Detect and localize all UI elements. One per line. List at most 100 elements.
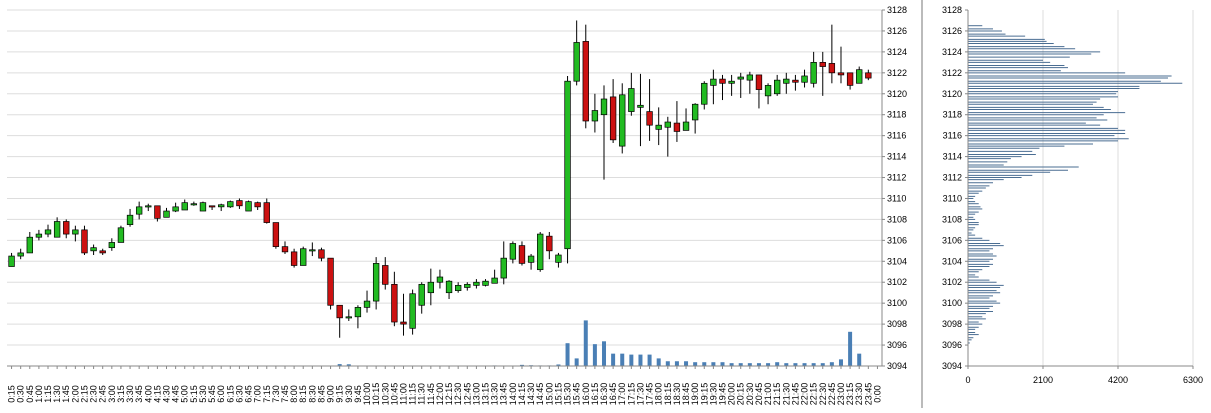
candle-body <box>337 305 343 318</box>
candle-body <box>91 248 97 251</box>
candle-body <box>720 79 726 83</box>
candle-body <box>793 80 799 82</box>
price-tick-label: 3094 <box>887 361 907 371</box>
candle-body <box>73 230 79 234</box>
candle-body <box>829 63 835 72</box>
candle-body <box>647 112 653 126</box>
candle-body <box>182 203 188 210</box>
candle-body <box>556 255 562 262</box>
profile-price-tick-label: 3104 <box>942 256 962 266</box>
candle-body <box>729 81 735 83</box>
candle-body <box>145 206 151 207</box>
candle-body <box>856 70 862 84</box>
volume-bar <box>629 355 633 366</box>
volume-bar <box>839 359 843 366</box>
price-tick-label: 3102 <box>887 277 907 287</box>
profile-price-tick-label: 3128 <box>942 5 962 15</box>
price-tick-label: 3122 <box>887 68 907 78</box>
candle-body <box>401 322 407 324</box>
candle-body <box>528 256 534 262</box>
candle-body <box>227 202 233 207</box>
volume-tick-label: 4200 <box>1108 375 1128 385</box>
candle-body <box>711 79 717 85</box>
profile-price-tick-label: 3120 <box>942 89 962 99</box>
candle-body <box>118 228 124 243</box>
candle-body <box>255 203 261 207</box>
candle-body <box>601 99 607 115</box>
candle-body <box>419 284 425 305</box>
profile-price-tick-label: 3118 <box>943 110 962 120</box>
price-axis: 3094309630983100310231043106310831103112… <box>882 5 907 371</box>
volume-bar <box>638 355 642 366</box>
candle-body <box>45 230 51 234</box>
candle-body <box>364 301 370 307</box>
candle-body <box>18 253 24 256</box>
candle-body <box>246 202 252 211</box>
candle-body <box>355 307 361 316</box>
candle-body <box>665 122 671 127</box>
candle-body <box>136 207 142 214</box>
volume-bar <box>584 320 588 366</box>
candle-body <box>200 203 206 211</box>
price-tick-label: 3100 <box>887 298 907 308</box>
candle-body <box>692 104 698 120</box>
candle-body <box>701 83 707 104</box>
volume-bar <box>575 358 579 366</box>
profile-price-tick-label: 3126 <box>942 26 962 36</box>
price-tick-label: 3112 <box>887 173 906 183</box>
candle-body <box>783 79 789 83</box>
candle-body <box>866 73 872 78</box>
profile-price-tick-label: 3112 <box>943 173 962 183</box>
profile-price-axis: 3094309630983100310231043106310831103112… <box>942 5 968 371</box>
candle-body <box>310 250 316 251</box>
candle-body <box>765 85 771 95</box>
candle-body <box>802 76 808 82</box>
profile-price-tick-label: 3110 <box>943 193 962 203</box>
volume-bar <box>648 355 652 366</box>
candle-body <box>164 211 170 217</box>
volume-bar <box>620 354 624 366</box>
candle-body <box>346 317 352 318</box>
candle-body <box>537 234 543 270</box>
candle-grid <box>7 10 882 366</box>
volume-tick-label: 6300 <box>1183 375 1203 385</box>
candle-body <box>300 249 306 266</box>
volume-bar <box>684 361 688 366</box>
price-tick-label: 3118 <box>887 110 906 120</box>
candle-body <box>811 62 817 83</box>
candle-body <box>328 258 334 305</box>
candle-body <box>674 123 680 131</box>
candle-body <box>583 41 589 121</box>
candle-body <box>592 111 598 121</box>
candle-body <box>392 284 398 322</box>
candle-body <box>455 285 461 290</box>
volume-bar <box>593 344 597 366</box>
candle-body <box>847 73 853 86</box>
candle-body <box>9 256 15 266</box>
candle-body <box>820 62 826 66</box>
time-tick-label: 0:00 <box>872 385 882 403</box>
candle-body <box>27 237 33 253</box>
profile-price-tick-label: 3124 <box>942 47 962 57</box>
candle-body <box>173 207 179 211</box>
candle-body <box>273 223 279 247</box>
candle-body <box>638 105 644 107</box>
candle-body <box>100 251 106 253</box>
profile-price-tick-label: 3114 <box>943 152 962 162</box>
volume-tick-label: 2100 <box>1033 375 1053 385</box>
volume-bar <box>566 343 570 366</box>
volume-bar <box>666 361 670 366</box>
candle-body <box>610 97 616 140</box>
candle-body <box>474 282 480 285</box>
candle-body <box>282 247 288 252</box>
price-tick-label: 3110 <box>887 193 906 203</box>
candle-body <box>191 204 197 205</box>
volume-bar <box>857 354 861 366</box>
candle-body <box>629 89 635 112</box>
candle-body <box>574 42 580 81</box>
candle-body <box>738 77 744 79</box>
candle-body <box>36 234 42 237</box>
candle-body <box>446 281 452 293</box>
